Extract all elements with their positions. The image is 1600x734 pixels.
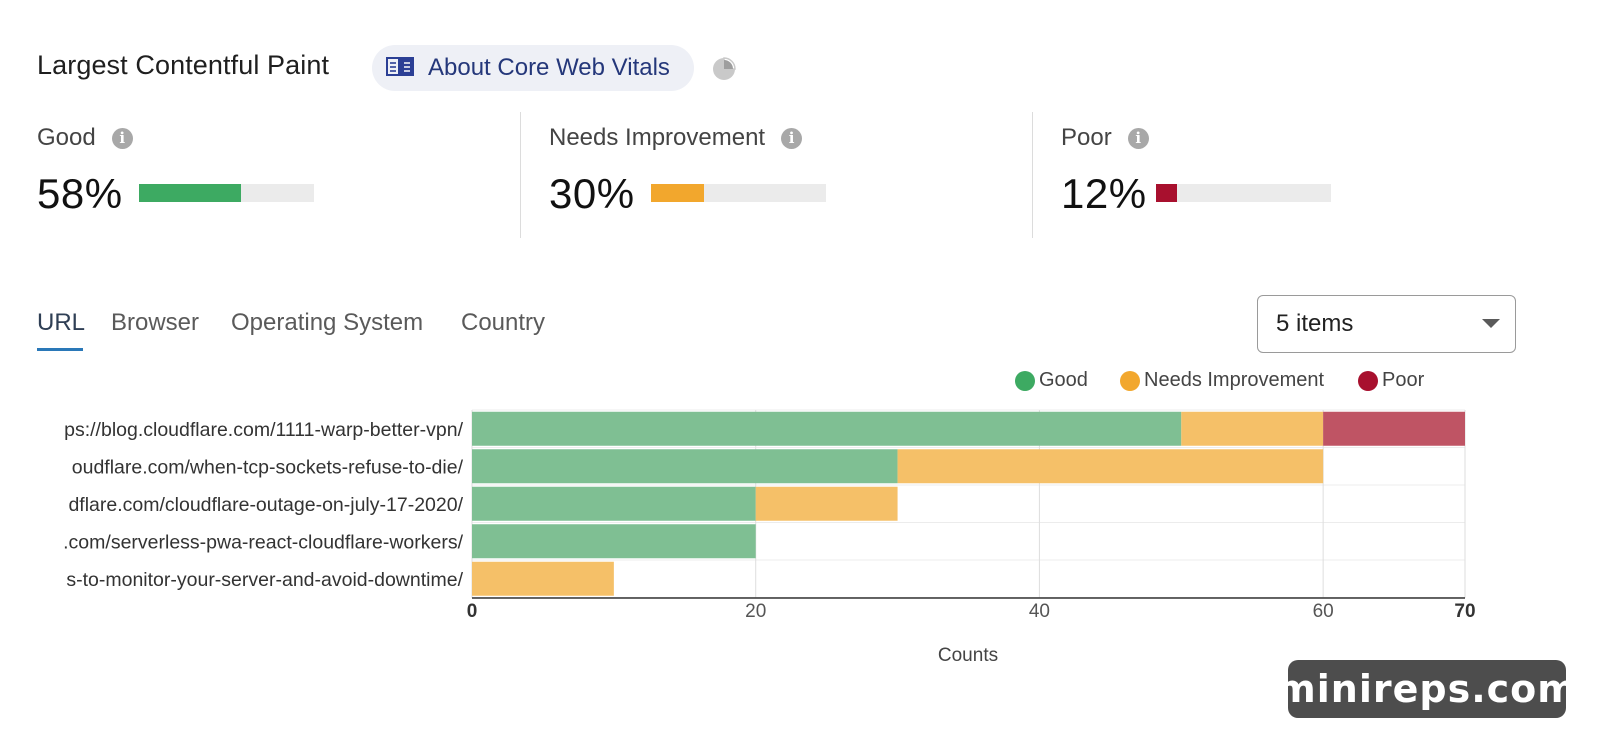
chevron-down-icon <box>1482 319 1500 328</box>
legend-item-good[interactable]: Good <box>1015 369 1088 392</box>
progress-fill <box>1156 184 1177 202</box>
x-tick-label: 60 <box>1313 601 1334 622</box>
legend-item-needs-improvement[interactable]: Needs Improvement <box>1120 369 1324 392</box>
x-tick-label: 40 <box>1029 601 1050 622</box>
metric-label: Good <box>37 124 96 151</box>
info-icon[interactable]: i <box>781 127 803 149</box>
x-axis-title: Counts <box>938 645 998 666</box>
about-core-web-vitals-link[interactable]: About Core Web Vitals <box>372 45 694 91</box>
category-label: ps://blog.cloudflare.com/1111-warp-bette… <box>64 419 463 441</box>
bar-segment <box>1323 411 1465 446</box>
stacked-bar-chart: ps://blog.cloudflare.com/1111-warp-bette… <box>0 400 1476 666</box>
tab-country[interactable]: Country <box>461 309 546 336</box>
select-value: 5 items <box>1276 310 1354 337</box>
watermark-badge: minireps.com <box>1276 660 1577 718</box>
bar-segment <box>472 524 756 559</box>
bar-segment <box>472 411 1182 446</box>
legend-item-poor[interactable]: Poor <box>1358 369 1424 392</box>
page-title: Largest Contentful Paint <box>37 50 330 80</box>
legend-label: Good <box>1039 369 1088 391</box>
items-count-select[interactable]: 5 items <box>1257 295 1516 353</box>
legend-dot <box>1358 370 1378 391</box>
category-label: .com/serverless-pwa-react-cloudflare-wor… <box>63 531 463 553</box>
metric-value: 30% <box>549 170 635 217</box>
metric-label: Poor <box>1061 124 1112 151</box>
bar-segment <box>755 486 898 521</box>
tab-url[interactable]: URL <box>37 309 86 336</box>
divider <box>1032 112 1033 238</box>
progress-bar <box>651 184 826 202</box>
metric-poor: Poor i 12% <box>1061 112 1521 238</box>
bar-segment <box>1181 411 1324 446</box>
tab-browser[interactable]: Browser <box>111 309 200 336</box>
progress-fill <box>139 184 241 202</box>
progress-fill <box>651 184 704 202</box>
tab-operating-system[interactable]: Operating System <box>231 309 424 336</box>
metric-label: Needs Improvement <box>549 124 766 151</box>
legend-label: Poor <box>1382 369 1425 391</box>
watermark-text: minireps.com <box>1276 667 1578 711</box>
pie-chart-icon[interactable] <box>712 57 736 81</box>
about-link-label: About Core Web Vitals <box>428 54 670 81</box>
book-icon <box>386 55 414 82</box>
metric-good: Good i 58% <box>37 112 497 238</box>
progress-bar <box>139 184 314 202</box>
metric-value: 12% <box>1061 170 1147 217</box>
category-label: oudflare.com/when-tcp-sockets-refuse-to-… <box>72 456 464 478</box>
label-clip-mask <box>0 400 36 598</box>
divider <box>520 112 521 238</box>
info-icon[interactable]: i <box>111 127 133 149</box>
category-label: s-to-monitor-your-server-and-avoid-downt… <box>66 569 463 591</box>
legend-dot <box>1120 370 1140 391</box>
x-tick-label: 0 <box>467 601 478 622</box>
legend-dot <box>1015 370 1035 391</box>
legend-label: Needs Improvement <box>1144 369 1325 391</box>
metric-needs-improvement: Needs Improvement i 30% <box>549 112 1009 238</box>
active-tab-indicator <box>37 348 83 351</box>
bar-segment <box>472 486 756 521</box>
x-tick-label: 70 <box>1454 601 1475 622</box>
info-icon[interactable]: i <box>1127 127 1149 149</box>
bar-segment <box>472 449 898 484</box>
category-label: dflare.com/cloudflare-outage-on-july-17-… <box>68 494 463 516</box>
bar-segment <box>897 449 1324 484</box>
bar-segment <box>472 561 614 596</box>
x-tick-label: 20 <box>745 601 766 622</box>
progress-bar <box>1156 184 1331 202</box>
metric-value: 58% <box>37 170 123 217</box>
